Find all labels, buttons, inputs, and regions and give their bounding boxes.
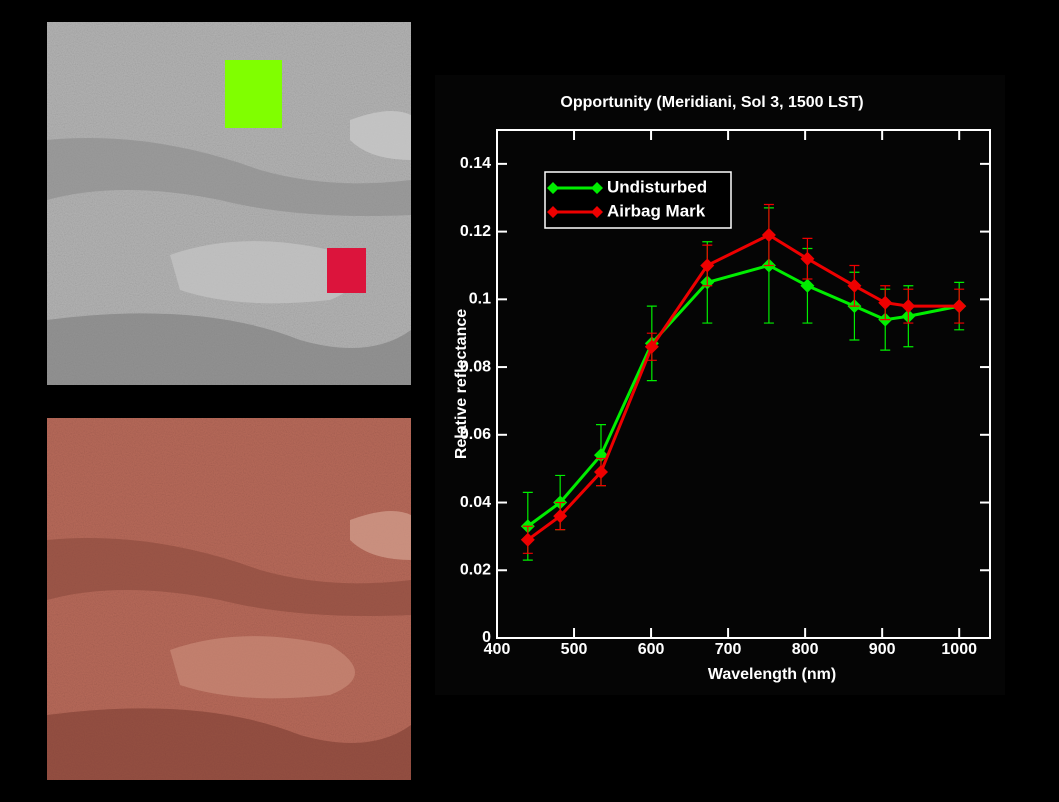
x-tick-label: 1000 (941, 641, 977, 658)
legend-marker (547, 206, 603, 218)
legend-box (544, 171, 732, 229)
y-tick-label: 0.14 (460, 155, 491, 172)
x-tick-label: 600 (638, 641, 665, 658)
point-marker (878, 295, 893, 310)
point-marker (800, 251, 815, 266)
chart-panel (435, 75, 1005, 695)
point-marker (520, 532, 535, 547)
y-tick-label: 0.04 (460, 494, 491, 511)
legend-label: Undisturbed (607, 177, 707, 196)
point-marker (901, 299, 916, 314)
x-axis-label: Wavelength (nm) (708, 666, 836, 683)
point-marker (644, 339, 659, 354)
x-tick-label: 500 (561, 641, 588, 658)
x-tick-label: 800 (792, 641, 819, 658)
point-marker (800, 278, 815, 293)
point-marker (952, 299, 967, 314)
airbag-region (327, 248, 366, 293)
y-tick-label: 0.08 (460, 358, 491, 375)
point-marker (553, 509, 568, 524)
point-marker (761, 227, 776, 242)
x-tick-label: 900 (869, 641, 896, 658)
legend-marker (547, 182, 603, 194)
chart-title: Opportunity (Meridiani, Sol 3, 1500 LST) (560, 94, 863, 111)
point-marker (847, 278, 862, 293)
y-tick-label: 0.06 (460, 426, 491, 443)
plot-frame (496, 129, 991, 639)
y-axis-label: Relative reflectance (453, 309, 470, 459)
y-tick-label: 0 (482, 629, 491, 646)
color-image (47, 418, 411, 780)
legend-label: Airbag Mark (607, 201, 706, 220)
y-tick-label: 0.02 (460, 561, 491, 578)
y-tick-label: 0.1 (469, 291, 491, 308)
point-marker (593, 465, 608, 480)
undisturbed-region (225, 60, 282, 128)
point-marker (700, 258, 715, 273)
y-tick-label: 0.12 (460, 223, 491, 240)
x-tick-label: 400 (484, 641, 511, 658)
grayscale-image (47, 22, 411, 385)
x-tick-label: 700 (715, 641, 742, 658)
